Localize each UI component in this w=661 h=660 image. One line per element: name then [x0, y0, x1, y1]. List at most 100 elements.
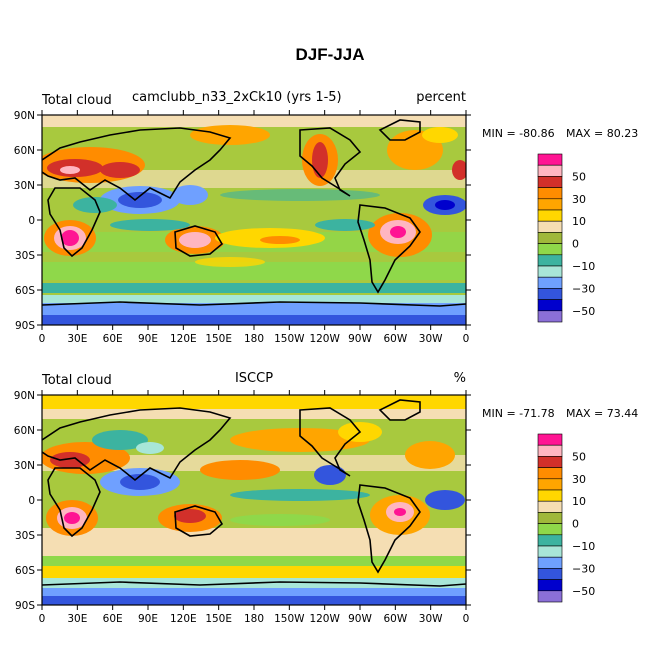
lon-tick-label: 0 — [463, 333, 470, 345]
colorbar-swatch — [537, 556, 563, 569]
lat-tick-label: 90N — [14, 110, 35, 122]
lon-tick-label: 90W — [348, 613, 372, 625]
lon-tick-label: 30E — [67, 613, 87, 625]
colorbar-swatch — [537, 523, 563, 536]
lat-tick-label: 0 — [28, 495, 35, 507]
colorbar-swatch — [537, 288, 563, 300]
colorbar-swatch — [537, 478, 563, 491]
colorbar-swatch — [537, 467, 563, 480]
panel-2-units: % — [454, 371, 466, 386]
colorbar-swatch — [537, 456, 563, 468]
colorbar-swatch — [537, 265, 563, 278]
colorbar-swatch — [537, 512, 563, 524]
colorbar-swatch — [537, 164, 563, 177]
panel-2-map — [42, 395, 466, 605]
lon-tick-label: 0 — [39, 333, 46, 345]
lat-tick-label: 0 — [28, 215, 35, 227]
figure-title: DJF-JJA — [296, 45, 365, 64]
panel-2-max: MAX = 73.44 — [566, 407, 638, 420]
colorbar-swatch — [537, 433, 563, 446]
colorbar-swatch — [537, 153, 563, 166]
lon-tick-label: 150E — [205, 613, 232, 625]
panel-2-colorbar: 50 30 10 0 −10 −30 −50 — [537, 433, 595, 603]
colorbar-label: −30 — [572, 282, 595, 295]
colorbar-label: 50 — [572, 170, 586, 183]
lon-tick-label: 60W — [383, 333, 407, 345]
lon-tick-label: 150W — [274, 333, 305, 345]
colorbar-label: 30 — [572, 193, 586, 206]
lat-tick-label: 90S — [15, 320, 35, 332]
colorbar-swatch — [537, 489, 563, 502]
lon-tick-label: 180 — [244, 613, 264, 625]
lon-tick-label: 150W — [274, 613, 305, 625]
colorbar-label: 30 — [572, 473, 586, 486]
lon-tick-label: 60W — [383, 613, 407, 625]
panel-1-coastlines — [42, 119, 466, 307]
lon-tick-label: 120E — [170, 613, 197, 625]
colorbar-swatch — [537, 579, 563, 592]
colorbar-swatch — [537, 568, 563, 580]
panel-1: Total cloud camclubb_n33_2xCk10 (yrs 1-5… — [14, 90, 638, 345]
lat-tick-label: 90N — [14, 390, 35, 402]
colorbar-label: −50 — [572, 305, 595, 318]
lat-tick-label: 60N — [14, 425, 35, 437]
colorbar-label: 0 — [572, 238, 579, 251]
panel-2-case: ISCCP — [235, 371, 273, 386]
colorbar-swatch — [537, 310, 563, 323]
colorbar-label: −30 — [572, 562, 595, 575]
colorbar-swatch — [537, 198, 563, 211]
panel-1-axes: 90N 60N 30N 0 30S 60S 90S 0 30E 60E 90E 120E 150E 180… — [14, 110, 471, 345]
lon-tick-label: 120E — [170, 333, 197, 345]
panel-1-max: MAX = 80.23 — [566, 127, 638, 140]
lon-tick-label: 0 — [39, 613, 46, 625]
colorbar-label: −50 — [572, 585, 595, 598]
colorbar-swatch — [537, 534, 563, 547]
lat-tick-label: 60S — [15, 565, 35, 577]
panel-1-min: MIN = -80.86 — [482, 127, 555, 140]
lon-tick-label: 180 — [244, 333, 264, 345]
lat-tick-label: 30N — [14, 180, 35, 192]
colorbar-swatch — [537, 254, 563, 267]
lon-tick-label: 90E — [138, 613, 158, 625]
colorbar-swatch — [537, 209, 563, 222]
panel-1-map — [42, 115, 466, 325]
colorbar-label: −10 — [572, 260, 595, 273]
panel-2-axes: 90N 60N 30N 0 30S 60S 90S 0 30E 60E 90E 120E 150E 180… — [14, 390, 471, 625]
panel-1-case: camclubb_n33_2xCk10 (yrs 1-5) — [132, 90, 342, 105]
lon-tick-label: 60E — [103, 333, 123, 345]
colorbar-swatch — [537, 299, 563, 312]
lon-tick-label: 0 — [463, 613, 470, 625]
lat-tick-label: 60N — [14, 145, 35, 157]
lon-tick-label: 90W — [348, 333, 372, 345]
colorbar-swatch — [537, 545, 563, 558]
panel-1-colorbar: 50 30 10 0 −10 −30 −50 — [537, 153, 595, 323]
panel-2-coastlines — [42, 399, 466, 587]
colorbar-swatch — [537, 444, 563, 457]
lat-tick-label: 90S — [15, 600, 35, 612]
lat-tick-label: 30S — [15, 250, 35, 262]
lon-tick-label: 30W — [419, 613, 443, 625]
colorbar-swatch — [537, 187, 563, 200]
colorbar-label: 10 — [572, 215, 586, 228]
colorbar-swatch — [537, 500, 563, 513]
panel-2: Total cloud ISCCP % — [14, 371, 638, 625]
colorbar-swatch — [537, 276, 563, 289]
colorbar-swatch — [537, 176, 563, 188]
lon-tick-label: 120W — [309, 613, 340, 625]
colorbar-label: −10 — [572, 540, 595, 553]
lon-tick-label: 150E — [205, 333, 232, 345]
lat-tick-label: 30S — [15, 530, 35, 542]
panel-1-units: percent — [416, 90, 466, 105]
panel-2-variable: Total cloud — [41, 373, 112, 388]
colorbar-label: 0 — [572, 518, 579, 531]
lon-tick-label: 30W — [419, 333, 443, 345]
colorbar-label: 50 — [572, 450, 586, 463]
colorbar-swatch — [537, 232, 563, 244]
lon-tick-label: 30E — [67, 333, 87, 345]
colorbar-swatch — [537, 243, 563, 256]
panel-1-variable: Total cloud — [41, 93, 112, 108]
lon-tick-label: 90E — [138, 333, 158, 345]
colorbar-swatch — [537, 220, 563, 233]
panel-2-min: MIN = -71.78 — [482, 407, 555, 420]
